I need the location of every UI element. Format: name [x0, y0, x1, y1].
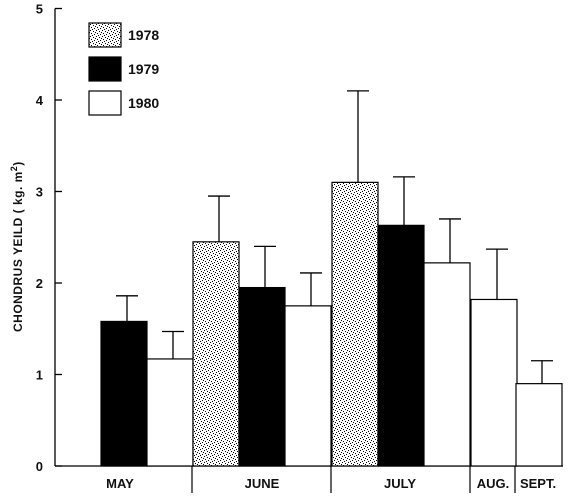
category-label: SEPT.: [520, 476, 556, 491]
bar-1980-july: [423, 262, 471, 467]
category-label: MAY: [106, 476, 134, 491]
y-tick-label: 1: [36, 368, 43, 383]
y-tick-label: 2: [36, 276, 43, 291]
category-label: JULY: [384, 476, 416, 491]
legend-swatch-1980: [88, 90, 122, 116]
error-bars: [116, 90, 553, 384]
bar-1979-june: [238, 286, 286, 467]
bar-1980-june: [284, 305, 332, 467]
legend-swatch-1979: [88, 56, 122, 82]
legend-label-1980: 1980: [128, 95, 159, 111]
y-tick-label: 4: [36, 93, 44, 108]
legend-label-1979: 1979: [128, 61, 159, 77]
y-tick-label: 0: [36, 459, 43, 474]
y-axis-title: CHONDRUS YEILD ( kg. m2): [9, 161, 25, 332]
bar-1980-sept: [515, 383, 563, 467]
category-label: AUG.: [477, 476, 510, 491]
bar-1980-aug: [470, 298, 518, 467]
bars: [100, 181, 563, 467]
legend-label-1978: 1978: [128, 27, 159, 43]
bar-1980-may: [146, 358, 194, 467]
y-tick-label: 5: [36, 2, 43, 17]
bar-1978-july: [331, 181, 379, 467]
category-label: JUNE: [245, 476, 280, 491]
y-axis: 0 1 2 3 4 5: [36, 2, 62, 474]
bar-1978-june: [192, 241, 240, 467]
legend-swatch-1978: [88, 22, 122, 48]
y-tick-label: 3: [36, 185, 43, 200]
bar-1979-may: [100, 320, 148, 467]
bar-1979-july: [377, 224, 425, 467]
legend: 1978 1979 1980: [88, 22, 159, 116]
category-labels: MAY JUNE JULY AUG. SEPT.: [106, 476, 556, 491]
